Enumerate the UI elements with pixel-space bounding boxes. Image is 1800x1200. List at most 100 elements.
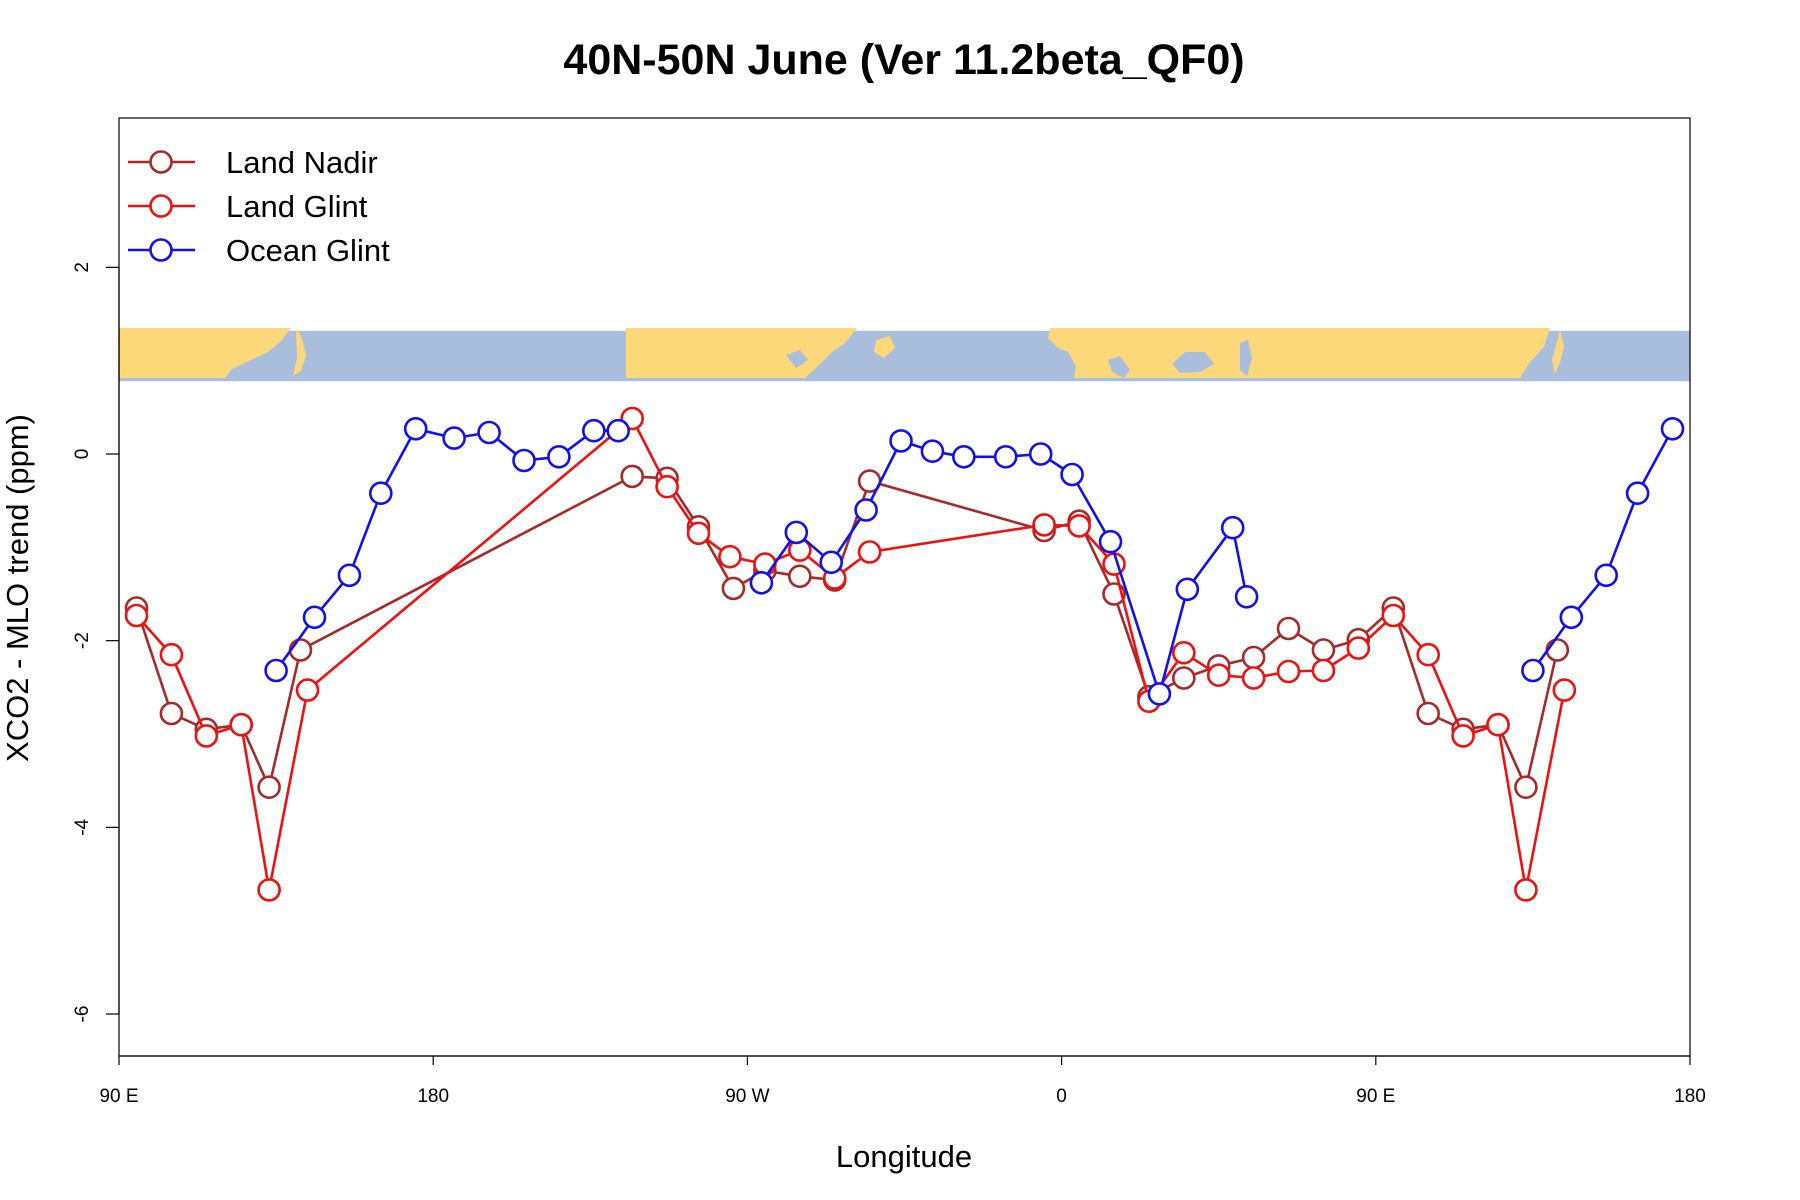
data-point-ocean-glint bbox=[749, 570, 774, 595]
land-japan bbox=[293, 328, 306, 376]
data-point-land-nadir bbox=[257, 775, 281, 800]
y-tick-label: -4 bbox=[72, 818, 93, 835]
caspian-sea bbox=[1240, 340, 1252, 376]
data-point-ocean-glint bbox=[403, 416, 428, 441]
data-point-land-nadir bbox=[1241, 645, 1266, 670]
legend-item-land-nadir: Land Nadir bbox=[128, 145, 378, 180]
data-point-land-glint bbox=[159, 642, 184, 667]
data-point-land-glint bbox=[1067, 514, 1091, 538]
data-point-land-glint bbox=[655, 474, 679, 499]
x-tick-label: 0 bbox=[1056, 1086, 1067, 1107]
data-point-land-glint bbox=[753, 552, 777, 576]
series-land-nadir bbox=[124, 464, 1570, 800]
data-point-land-glint bbox=[257, 878, 281, 902]
data-point-ocean-glint bbox=[1028, 442, 1053, 466]
data-point-land-nadir bbox=[620, 464, 645, 489]
data-point-ocean-glint bbox=[951, 444, 976, 469]
data-point-land-glint bbox=[124, 603, 149, 628]
data-point-ocean-glint bbox=[889, 429, 913, 453]
legend: Land Nadir Land Glint Ocean Glint bbox=[128, 145, 390, 268]
data-point-land-nadir bbox=[288, 638, 313, 662]
data-point-land-glint bbox=[857, 540, 882, 564]
y-tick-label: 0 bbox=[72, 449, 93, 460]
data-point-ocean-glint bbox=[581, 418, 606, 443]
x-tick-label: 180 bbox=[417, 1086, 449, 1107]
data-point-land-glint bbox=[1032, 513, 1056, 537]
data-point-ocean-glint bbox=[512, 448, 536, 473]
great-lakes bbox=[786, 350, 808, 368]
legend-label: Ocean Glint bbox=[226, 233, 390, 268]
data-point-land-glint bbox=[718, 544, 742, 569]
legend-label: Land Nadir bbox=[226, 145, 378, 180]
data-point-land-glint bbox=[1311, 658, 1336, 683]
map-strip bbox=[119, 328, 1690, 382]
map-strip-water bbox=[786, 340, 1252, 378]
land-newfoundland bbox=[874, 336, 895, 358]
data-point-land-glint bbox=[1514, 878, 1538, 902]
legend-marker bbox=[149, 194, 173, 218]
data-point-land-glint bbox=[1172, 640, 1196, 665]
data-point-ocean-glint bbox=[264, 658, 288, 683]
y-axis: 2 0 -2 -4 -6 bbox=[72, 262, 120, 1023]
data-point-ocean-glint bbox=[302, 605, 327, 630]
x-tick-label: 90 E bbox=[99, 1086, 138, 1107]
y-tick-label: -2 bbox=[72, 632, 93, 649]
data-point-land-nadir bbox=[1514, 775, 1538, 800]
data-point-land-glint bbox=[1346, 636, 1371, 660]
data-point-land-glint bbox=[686, 521, 711, 546]
legend-item-land-glint: Land Glint bbox=[128, 189, 368, 224]
data-point-land-nadir bbox=[1276, 616, 1301, 641]
data-point-ocean-glint bbox=[854, 498, 878, 522]
x-axis: 90 E 180 90 W 0 90 E 180 bbox=[99, 1055, 1706, 1107]
data-point-land-nadir bbox=[1311, 638, 1336, 662]
data-point-ocean-glint bbox=[1660, 416, 1685, 441]
data-point-land-glint bbox=[1552, 678, 1577, 702]
data-point-land-glint bbox=[1486, 712, 1510, 737]
data-point-land-glint bbox=[229, 712, 253, 737]
data-point-land-nadir bbox=[721, 576, 746, 601]
data-point-ocean-glint bbox=[477, 420, 501, 445]
series-line-ocean-glint bbox=[1531, 428, 1674, 672]
data-point-land-glint bbox=[1416, 642, 1440, 667]
data-point-ocean-glint bbox=[1060, 462, 1084, 487]
data-point-ocean-glint bbox=[1594, 563, 1618, 588]
y-tick-label: -6 bbox=[72, 1006, 93, 1023]
y-axis-label: XCO2 - MLO trend (ppm) bbox=[0, 414, 35, 762]
data-point-ocean-glint bbox=[1175, 577, 1200, 602]
black-sea bbox=[1172, 352, 1214, 373]
data-point-land-glint bbox=[1451, 724, 1475, 748]
legend-label: Land Glint bbox=[226, 189, 368, 224]
data-point-ocean-glint bbox=[547, 444, 571, 469]
x-tick-label: 90 E bbox=[1356, 1086, 1395, 1107]
series-line-land-nadir bbox=[135, 475, 1559, 789]
data-point-land-nadir bbox=[787, 564, 812, 589]
data-point-land-nadir bbox=[1172, 666, 1196, 690]
land-japan-right bbox=[1552, 330, 1564, 374]
data-point-ocean-glint bbox=[442, 426, 466, 450]
data-point-ocean-glint bbox=[337, 563, 362, 588]
data-point-ocean-glint bbox=[920, 439, 945, 464]
data-point-land-glint bbox=[1206, 663, 1231, 688]
data-point-land-glint bbox=[1276, 659, 1301, 684]
x-tick-label: 180 bbox=[1674, 1086, 1706, 1107]
adriatic-sea bbox=[1108, 356, 1130, 378]
data-point-land-glint bbox=[194, 724, 219, 748]
data-point-ocean-glint bbox=[1521, 658, 1545, 683]
data-point-land-nadir bbox=[1545, 638, 1570, 662]
data-point-ocean-glint bbox=[1234, 584, 1259, 609]
data-point-land-glint bbox=[1381, 603, 1406, 628]
data-point-land-glint bbox=[1241, 666, 1266, 690]
data-point-ocean-glint bbox=[1559, 605, 1584, 630]
series-layer bbox=[124, 406, 1685, 902]
series-ocean-glint bbox=[264, 416, 1685, 706]
data-point-ocean-glint bbox=[784, 520, 809, 545]
data-point-ocean-glint bbox=[819, 550, 844, 575]
data-point-land-glint bbox=[295, 678, 320, 702]
x-tick-label: 90 W bbox=[725, 1086, 769, 1107]
data-point-ocean-glint bbox=[1147, 682, 1172, 706]
data-point-ocean-glint bbox=[993, 444, 1018, 469]
x-axis-label: Longitude bbox=[836, 1139, 972, 1174]
data-point-ocean-glint bbox=[1625, 481, 1650, 506]
land-asia-east bbox=[119, 328, 291, 378]
